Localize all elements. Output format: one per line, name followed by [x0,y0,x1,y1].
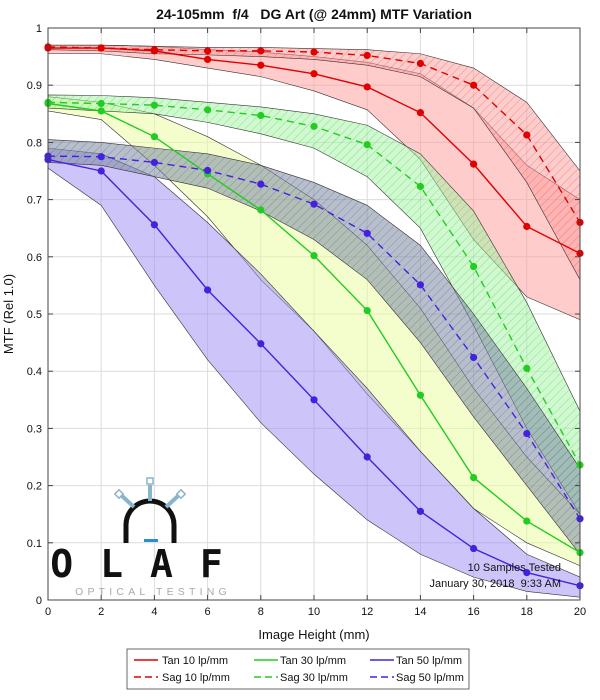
series-line-5 [48,155,580,520]
legend-box [126,648,470,690]
data-point [97,44,105,52]
data-point [416,182,424,191]
y-tick-label: 0.1 [27,538,42,550]
data-point [204,166,212,175]
data-point [310,122,318,130]
olaf-logo: OLAF OPTICAL TESTING [50,477,250,598]
data-point [523,517,531,525]
y-tick-label: 0.9 [27,80,42,92]
data-point [310,48,318,56]
data-point [470,353,478,362]
data-point [310,200,318,208]
x-tick-label: 4 [151,606,157,618]
data-point [416,507,424,515]
legend-label: Tan 30 lp/mm [280,655,346,667]
data-point [363,306,371,315]
data-point [363,229,371,237]
bands [48,44,580,598]
axis-ticks: 0 2 4 6 8 10 12 14 16 18 20 0 0.1 0.2 0.3 0.4 0.5 0.6 0.7 0… [27,23,586,618]
data-point [150,158,158,167]
data-point [470,81,478,89]
data-point [204,47,212,55]
y-tick-label: 0 [36,595,42,607]
data-point [257,47,265,55]
annotation-date: January 30, 2018 9:33 AM [430,578,561,590]
data-point [310,396,318,404]
x-tick-label: 14 [414,606,426,618]
data-point [416,391,424,399]
legend-label: Sag 30 lp/mm [280,672,348,684]
legend-label: Tan 50 lp/mm [396,655,462,667]
data-point [470,160,478,168]
data-point [97,107,105,115]
data-point [150,221,158,229]
data-point [416,281,424,289]
data-point [97,167,105,175]
legend: Tan 10 lp/mm Sag 10 lp/mm Tan 30 lp/mm Sag … [126,648,470,690]
data-point [204,55,212,64]
data-point [257,340,265,348]
data-point [150,133,158,141]
data-point [150,46,158,54]
data-point [523,131,531,139]
data-point [363,453,371,461]
data-point [150,101,158,109]
data-point [204,286,212,294]
data-point [257,206,265,214]
x-tick-label: 2 [98,606,104,618]
data-point [97,99,105,108]
x-tick-label: 8 [258,606,264,618]
chart-title: 24-105mm f/4 DG Art (@ 24mm) MTF Variati… [156,6,472,22]
data-point [310,252,318,260]
data-point [363,83,371,91]
x-tick-label: 10 [308,606,320,618]
series-points [44,43,584,590]
band-hatch-5 [48,139,580,555]
data-point [257,180,265,188]
annotation-samples: 10 Samples Tested [468,562,561,574]
data-point [363,51,371,60]
y-tick-label: 1 [36,23,42,35]
data-point [470,544,478,553]
data-point [523,429,531,438]
data-point [416,59,424,68]
x-tick-label: 0 [45,606,51,618]
band-4 [48,147,580,598]
logo-name: OLAF [50,542,250,586]
data-point [204,106,212,114]
y-tick-label: 0.3 [27,423,42,435]
x-tick-label: 20 [574,606,586,618]
y-tick-label: 0.2 [27,481,42,493]
x-tick-label: 18 [521,606,533,618]
legend-label: Sag 10 lp/mm [162,672,230,684]
x-tick-label: 16 [467,606,479,618]
y-tick-label: 0.5 [27,309,42,321]
data-point [523,568,531,577]
data-point [470,473,478,482]
legend-label: Tan 10 lp/mm [162,655,228,667]
data-point [523,222,531,231]
x-tick-label: 12 [361,606,373,618]
data-point [363,141,371,149]
y-axis-label: MTF (Rel 1.0) [1,274,16,354]
lens-icon [113,477,187,543]
y-tick-label: 0.7 [27,195,42,207]
data-point [470,262,478,271]
data-point [310,70,318,78]
y-tick-label: 0.6 [27,252,42,264]
data-point [416,109,424,117]
data-point [257,61,265,69]
data-point [523,364,531,372]
x-tick-label: 6 [205,606,211,618]
logo-tagline: OPTICAL TESTING [75,586,231,598]
band-hatch-3 [48,94,580,515]
x-axis-label: Image Height (mm) [258,627,369,642]
legend-label: Sag 50 lp/mm [396,672,464,684]
data-point [257,111,265,120]
y-tick-label: 0.4 [27,366,42,378]
data-point [97,153,105,161]
y-tick-label: 0.8 [27,137,42,149]
